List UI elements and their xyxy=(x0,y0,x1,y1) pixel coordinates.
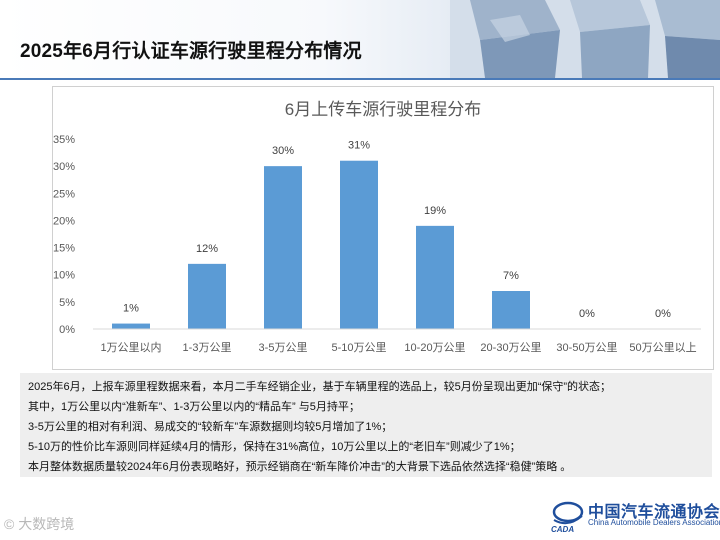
bar-value-label: 7% xyxy=(503,270,519,282)
x-tick-label: 50万公里以上 xyxy=(629,341,696,354)
analysis-notes: 2025年6月，上报车源里程数据来看，本月二手车经销企业，基于车辆里程的选品上，… xyxy=(20,373,712,477)
logo-chinese-name: 中国汽车流通协会 xyxy=(588,504,720,521)
cube-decoration-icon xyxy=(450,0,720,78)
bar-value-label: 31% xyxy=(348,140,370,152)
x-tick-label: 10-20万公里 xyxy=(404,341,465,354)
logo-english-name: China Automobile Dealers Association xyxy=(588,518,720,527)
bar xyxy=(112,323,150,329)
cada-logo: CADA 中国汽车流通协会 China Automobile Dealers A… xyxy=(548,496,720,536)
note-line: 5-10万的性价比车源则同样延续4月的情形，保持在31%高位，10万公里以上的“… xyxy=(28,441,521,453)
chart-title: 6月上传车源行驶里程分布 xyxy=(285,100,481,119)
y-tick-label: 35% xyxy=(53,134,75,146)
header-banner: 2025年6月行认证车源行驶里程分布情况 xyxy=(0,0,720,78)
x-tick-label: 1万公里以内 xyxy=(100,340,161,354)
y-tick-label: 20% xyxy=(53,215,75,227)
x-tick-label: 5-10万公里 xyxy=(331,341,386,354)
bar xyxy=(340,160,378,329)
note-line: 其中，1万公里以内“准新车”、1-3万公里以内的“精品车” 与5月持平； xyxy=(28,401,360,413)
bar xyxy=(264,166,302,329)
watermark: © 大数跨境 xyxy=(4,514,74,534)
y-tick-label: 0% xyxy=(59,324,75,336)
bar xyxy=(416,225,454,329)
y-tick-label: 10% xyxy=(53,270,75,282)
note-line: 3-5万公里的相对有利润、易成交的“较新车”车源数据则均较5月增加了1%； xyxy=(28,421,393,433)
bar-value-label: 0% xyxy=(579,308,595,320)
y-tick-label: 25% xyxy=(53,188,75,200)
mileage-bar-chart: 6月上传车源行驶里程分布 0% 5% 10% 15% 20% 25% 30% 35% 1% 12… xyxy=(53,100,701,354)
bar-value-label: 19% xyxy=(424,205,446,217)
x-tick-label: 30-50万公里 xyxy=(556,341,617,354)
header-divider xyxy=(0,78,720,80)
bar-series: 1% 12% 30% 31% 19% 7% 0% 0% xyxy=(112,140,671,329)
logo-abbr: CADA xyxy=(551,525,574,534)
page-title: 2025年6月行认证车源行驶里程分布情况 xyxy=(20,41,362,62)
note-line: 本月整体数据质量较2024年6月份表现略好，预示经销商在“新车降价冲击”的大背景… xyxy=(28,461,572,473)
x-tick-label: 20-30万公里 xyxy=(480,341,541,354)
y-axis: 0% 5% 10% 15% 20% 25% 30% 35% xyxy=(53,134,75,336)
bar-value-label: 12% xyxy=(196,243,218,255)
bar-value-label: 30% xyxy=(272,145,294,157)
y-tick-label: 15% xyxy=(53,243,75,255)
watermark-text: 大数跨境 xyxy=(18,516,75,532)
bar-value-label: 1% xyxy=(123,303,139,315)
bar xyxy=(492,291,530,329)
x-axis: 1万公里以内 1-3万公里 3-5万公里 5-10万公里 10-20万公里 20-30万公… xyxy=(93,328,701,354)
y-tick-label: 30% xyxy=(53,161,75,173)
bar-value-label: 0% xyxy=(655,308,671,320)
bar xyxy=(188,263,226,329)
y-tick-label: 5% xyxy=(59,297,75,309)
x-tick-label: 1-3万公里 xyxy=(183,341,232,354)
cada-emblem-icon: CADA xyxy=(551,501,584,534)
note-line: 2025年6月，上报车源里程数据来看，本月二手车经销企业，基于车辆里程的选品上，… xyxy=(28,381,612,393)
watermark-icon: © xyxy=(4,516,15,532)
chart-panel: 6月上传车源行驶里程分布 0% 5% 10% 15% 20% 25% 30% 35% 1% 12… xyxy=(52,86,714,370)
x-tick-label: 3-5万公里 xyxy=(259,341,308,354)
